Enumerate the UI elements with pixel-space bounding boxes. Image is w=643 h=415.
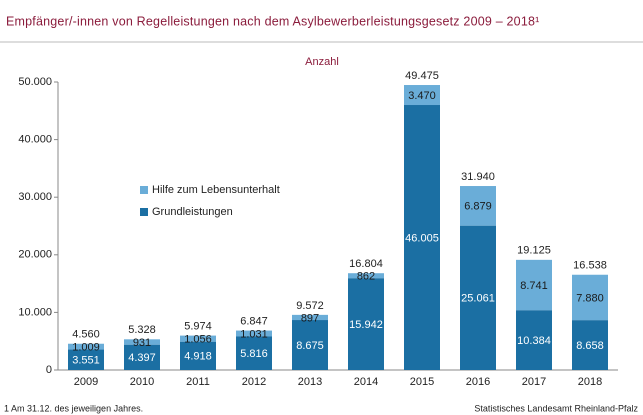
bar-segment — [292, 314, 328, 321]
x-tick-label: 2015 — [410, 376, 434, 388]
bar-segment — [180, 335, 216, 342]
value-label: 1.031 — [240, 328, 268, 340]
x-tick-label: 2009 — [74, 376, 98, 388]
bar-segment — [124, 339, 160, 345]
value-label: 8.675 — [296, 340, 324, 352]
value-label: 3.551 — [72, 355, 100, 367]
value-label: 10.384 — [517, 335, 551, 347]
x-tick-label: 2017 — [522, 376, 546, 388]
bar-segment — [348, 273, 384, 279]
bar-segment — [68, 349, 104, 370]
value-label: 4.397 — [128, 352, 156, 364]
bar-segment — [348, 278, 384, 370]
footnote: 1 Am 31.12. des jeweiligen Jahres. — [4, 403, 143, 413]
bar-segment — [292, 320, 328, 370]
total-label: 9.572 — [296, 300, 324, 312]
legend-swatch — [140, 186, 148, 194]
value-label: 8.741 — [520, 280, 548, 292]
legend-label: Hilfe zum Lebensunterhalt — [152, 184, 280, 196]
x-tick-label: 2016 — [466, 376, 490, 388]
bar-segment — [516, 310, 552, 370]
value-label: 15.942 — [349, 319, 383, 331]
total-label: 5.974 — [184, 320, 212, 332]
total-label: 16.804 — [349, 258, 383, 270]
bar-segment — [460, 225, 496, 370]
bar-segment — [180, 341, 216, 370]
value-label: 25.061 — [461, 293, 495, 305]
total-label: 31.940 — [461, 171, 495, 183]
value-label: 6.879 — [464, 201, 492, 213]
value-label: 1.009 — [72, 342, 100, 354]
value-label: 897 — [301, 312, 319, 324]
bar-segment — [68, 343, 104, 350]
value-label: 8.658 — [576, 340, 604, 352]
x-tick-label: 2014 — [354, 376, 378, 388]
y-tick-label: 30.000 — [18, 191, 52, 203]
x-tick-label: 2018 — [578, 376, 602, 388]
value-label: 931 — [133, 337, 151, 349]
legend-label: Grundleistungen — [152, 206, 233, 218]
y-tick-label: 20.000 — [18, 249, 52, 261]
bar-segment — [572, 320, 608, 370]
x-tick-label: 2011 — [186, 376, 210, 388]
total-label: 16.538 — [573, 260, 607, 272]
total-label: 6.847 — [240, 315, 268, 327]
y-axis-label: Anzahl — [305, 56, 339, 68]
total-label: 5.328 — [128, 324, 156, 336]
x-tick-label: 2013 — [298, 376, 322, 388]
bar-segment — [404, 85, 440, 106]
bar-segment — [516, 259, 552, 311]
legend-swatch — [140, 208, 148, 216]
source: Statistisches Landesamt Rheinland-Pfalz — [474, 403, 638, 413]
x-tick-label: 2012 — [242, 376, 266, 388]
value-label: 862 — [357, 271, 375, 283]
bar-segment — [572, 274, 608, 321]
total-label: 4.560 — [72, 329, 100, 341]
y-tick-label: 40.000 — [18, 134, 52, 146]
y-tick-label: 50.000 — [18, 76, 52, 88]
value-label: 7.880 — [576, 292, 604, 304]
value-label: 4.918 — [184, 351, 212, 363]
total-label: 19.125 — [517, 245, 551, 257]
value-label: 3.470 — [408, 90, 436, 102]
bar-segment — [124, 344, 160, 370]
bar-segment — [460, 186, 496, 226]
value-label: 46.005 — [405, 232, 439, 244]
bar-segment — [404, 105, 440, 370]
value-label: 5.816 — [240, 348, 268, 360]
x-tick-label: 2010 — [130, 376, 154, 388]
bar-segment — [236, 336, 272, 370]
y-tick-label: 10.000 — [18, 306, 52, 318]
total-label: 49.475 — [405, 70, 439, 82]
chart-title: Empfänger/-innen von Regelleistungen nac… — [6, 14, 540, 28]
bar-segment — [236, 330, 272, 337]
y-tick-label: 0 — [46, 364, 52, 376]
value-label: 1.056 — [184, 334, 212, 346]
